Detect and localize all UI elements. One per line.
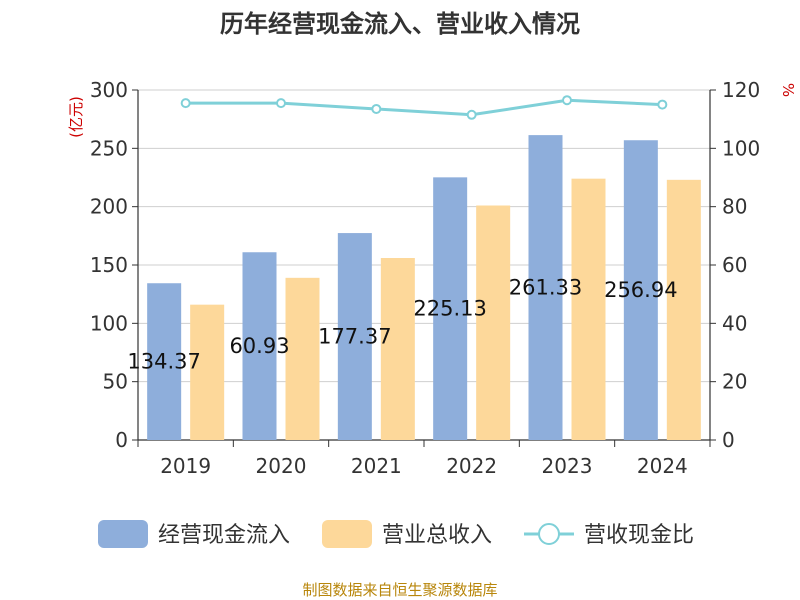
ratio-point [180,98,191,109]
x-tick-label: 2019 [160,454,211,478]
cash-inflow-data-label: 261.33 [509,276,582,300]
ratio-point [657,99,668,110]
legend-cash-inflow-swatch [98,520,148,548]
cash-inflow-data-label: 256.94 [604,278,677,302]
legend-ratio-swatch-marker [538,523,560,545]
ratio-line [180,95,668,120]
gridlines [138,89,710,441]
legend-cash-inflow: 经营现金流入 [98,520,290,548]
x-tick-label: 2023 [542,454,593,478]
ratio-point [562,95,572,106]
ratio-point [276,98,286,109]
revenue-bar [476,205,511,440]
right-tick-label: 60 [722,253,747,277]
right-tick-label: 80 [722,195,747,219]
right-tick-label: 0 [722,428,735,452]
x-tick-label: 2024 [637,454,688,478]
left-tick-label: 0 [115,428,128,452]
x-tick-label: 2022 [446,454,497,478]
left-tick-label: 300 [90,78,128,102]
revenue-bar [285,277,320,440]
revenue-bar [666,179,701,441]
cash-inflow-bar [242,252,277,440]
revenue-bar [571,178,606,440]
right-axis-unit: % [779,83,797,97]
cash-inflow-data-label: 177.37 [318,325,391,349]
ratio-line-path [185,98,663,117]
cash-inflow-bar [623,140,658,440]
cash-inflow-bar [147,283,182,440]
cash-inflow-data-label: 134.37 [127,350,200,374]
axes: 0 50 100 150 200 250 300 0 20 40 60 80 100 120 2019 202… [90,78,760,478]
source-note: 制图数据来自恒生聚源数据库 [302,581,497,599]
left-tick-label: 150 [90,253,128,277]
ratio-point [466,109,477,120]
left-tick-label: 200 [90,195,128,219]
cash-inflow-bar [337,233,372,440]
legend-revenue: 营业总收入 [322,520,492,548]
x-tick-label: 2021 [351,454,402,478]
cash-inflow-bar [433,177,468,440]
cash-inflow-bar [528,135,563,441]
right-tick-label: 100 [722,136,760,160]
left-tick-label: 250 [90,136,128,160]
left-axis-unit: (亿元) [67,96,85,138]
legend: 经营现金流入 营业总收入 营收现金比 [98,520,694,548]
cash-inflow-data-label: 60.93 [229,334,289,358]
legend-ratio-label: 营收现金比 [584,523,694,548]
data-labels: 134.37 60.93 177.37 225.13 261.33 256.94 [127,276,677,374]
left-tick-label: 100 [90,311,128,335]
ratio-point [371,103,382,114]
legend-ratio: 营收现金比 [524,523,694,548]
legend-revenue-label: 营业总收入 [382,523,492,548]
legend-cash-inflow-label: 经营现金流入 [158,523,290,548]
right-tick-label: 20 [722,370,747,394]
right-tick-label: 40 [722,311,747,335]
x-tick-label: 2020 [256,454,307,478]
left-tick-label: 50 [103,370,128,394]
legend-revenue-swatch [322,520,372,548]
chart-title: 历年经营现金流入、营业收入情况 [220,10,580,38]
bars [147,135,701,441]
revenue-bar [190,304,225,440]
cash-inflow-data-label: 225.13 [413,297,486,321]
right-tick-label: 120 [722,78,760,102]
revenue-bar [380,258,415,440]
